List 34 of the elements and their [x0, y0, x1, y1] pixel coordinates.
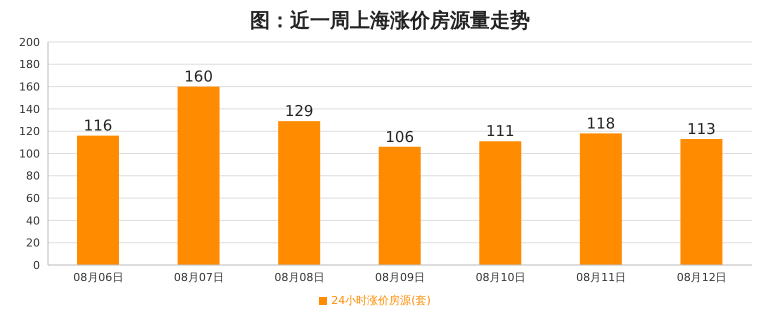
data-label: 116 — [84, 116, 112, 135]
bar — [178, 86, 220, 265]
data-label: 160 — [184, 68, 213, 86]
y-tick-label: 0 — [33, 258, 40, 272]
y-tick-label: 140 — [19, 102, 40, 116]
x-tick-label: 08月09日 — [375, 270, 425, 284]
x-tick-label: 08月07日 — [174, 270, 224, 284]
y-tick-label: 40 — [26, 214, 40, 228]
y-tick-label: 20 — [26, 236, 40, 250]
bar — [278, 121, 320, 265]
x-tick-label: 08月06日 — [73, 270, 124, 284]
chart-title: 图：近一周上海涨价房源量走势 — [249, 8, 531, 32]
data-label: 111 — [486, 122, 515, 140]
x-tick-label: 08月11日 — [576, 270, 626, 284]
data-label: 106 — [385, 128, 414, 146]
y-tick-label: 120 — [19, 125, 40, 138]
x-tick-label: 08月08日 — [274, 270, 324, 284]
x-tick-label: 08月10日 — [476, 270, 526, 284]
bar — [580, 133, 622, 265]
bar — [378, 146, 421, 265]
y-tick-label: 100 — [19, 147, 40, 160]
bar — [479, 141, 522, 265]
data-label: 118 — [586, 114, 616, 132]
bar — [77, 136, 119, 265]
y-tick-label: 60 — [26, 192, 40, 206]
y-tick-label: 180 — [19, 58, 40, 72]
legend-label: 24小时涨价房源(套) — [331, 294, 431, 307]
data-label: 113 — [687, 120, 716, 138]
data-label: 129 — [284, 102, 314, 120]
y-tick-label: 80 — [26, 170, 40, 183]
x-tick-label: 08月12日 — [676, 270, 727, 284]
y-tick-label: 200 — [19, 36, 40, 49]
bar — [680, 139, 722, 265]
y-tick-label: 160 — [19, 80, 40, 94]
